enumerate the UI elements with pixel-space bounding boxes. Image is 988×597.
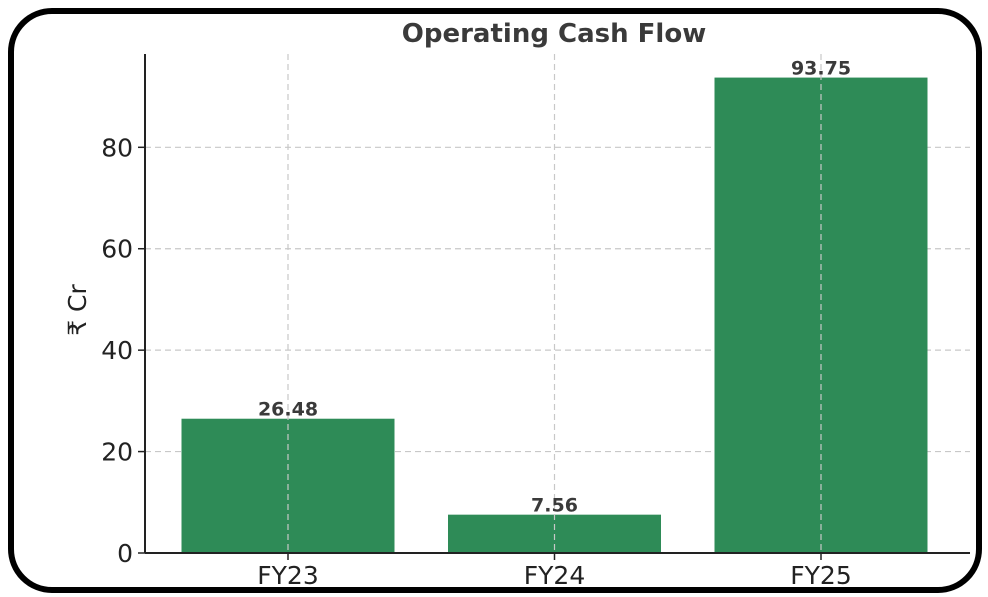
grid-lines bbox=[145, 146, 970, 453]
bar-value-label: 26.48 bbox=[258, 399, 318, 421]
y-axis-label: ₹ Cr bbox=[63, 283, 92, 335]
labels: 0 20 40 60 80 FY23 FY24 FY25 26.48 7.56 93.75 bbox=[101, 58, 852, 590]
y-tick-label: 0 bbox=[117, 539, 133, 568]
chart-frame: Operating Cash Flow 0 20 40 60 80 FY23 FY24 FY2… bbox=[8, 8, 982, 593]
bars bbox=[181, 54, 928, 553]
bar-value-label: 93.75 bbox=[791, 58, 851, 80]
x-tick-label: FY24 bbox=[524, 561, 585, 590]
axes bbox=[138, 54, 970, 560]
y-tick-label: 60 bbox=[101, 235, 133, 264]
x-tick-label: FY25 bbox=[790, 561, 851, 590]
bar-value-label: 7.56 bbox=[531, 495, 578, 517]
chart-title: Operating Cash Flow bbox=[402, 19, 706, 49]
y-tick-label: 40 bbox=[101, 336, 133, 365]
y-tick-label: 20 bbox=[101, 438, 133, 467]
bar-chart: Operating Cash Flow 0 20 40 60 80 FY23 FY24 FY2… bbox=[63, 19, 970, 590]
y-tick-label: 80 bbox=[101, 133, 133, 162]
x-tick-label: FY23 bbox=[257, 561, 318, 590]
